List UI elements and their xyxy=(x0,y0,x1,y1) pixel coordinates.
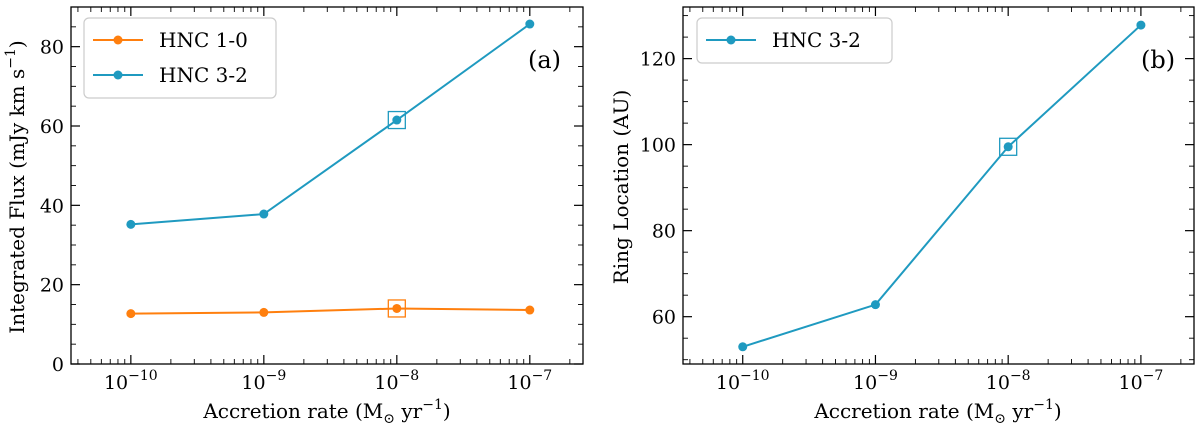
x-tick-label: 10−8 xyxy=(374,368,419,394)
x-tick-label: 10−7 xyxy=(507,368,552,394)
x-axis-title-b: Accretion rate (M⊙ yr−1) xyxy=(813,397,1061,427)
y-axis-title-a: Integrated Flux (mJy km s−1) xyxy=(3,40,29,333)
x-tick-label: 10−10 xyxy=(716,368,770,394)
y-axis-title-b: Ring Location (AU) xyxy=(609,90,633,285)
legend-a: HNC 1-0 HNC 3-2 xyxy=(83,17,277,99)
ticks-a: 10−10 10−9 10−8 10−7 0 20 40 60 80 xyxy=(40,6,583,394)
legend-b: HNC 3-2 xyxy=(696,17,893,64)
legend-marker-hnc-3-2 xyxy=(113,70,123,80)
series-line-hnc-1-0 xyxy=(130,307,530,315)
data-point xyxy=(259,209,269,219)
legend-marker-hnc-3-2-b xyxy=(726,35,736,45)
data-point xyxy=(392,303,402,313)
data-point xyxy=(870,300,880,310)
y-tick-label: 20 xyxy=(40,275,64,297)
legend-label-hnc-1-0: HNC 1-0 xyxy=(159,28,248,52)
data-point xyxy=(1136,20,1146,30)
y-tick-label: 80 xyxy=(652,221,676,243)
legend-label-hnc-3-2: HNC 3-2 xyxy=(159,63,248,87)
y-tick-label: 60 xyxy=(652,307,676,329)
x-tick-label: 10−7 xyxy=(1118,368,1163,394)
x-tick-label: 10−8 xyxy=(986,368,1031,394)
data-point xyxy=(259,307,269,317)
series-line-hnc-3-2 xyxy=(742,24,1142,348)
legend-box-a xyxy=(83,17,277,99)
y-tick-label: 120 xyxy=(640,49,676,71)
series-line-hnc-3-2 xyxy=(130,23,531,226)
panel-label-a: (a) xyxy=(528,46,561,74)
panel-label-b: (b) xyxy=(1141,46,1175,74)
data-point xyxy=(392,115,402,125)
x-axis-title-a: Accretion rate (M⊙ yr−1) xyxy=(202,397,450,427)
data-point xyxy=(738,342,748,352)
legend-box-b xyxy=(696,17,893,64)
y-tick-label: 0 xyxy=(52,354,64,376)
series-b xyxy=(738,20,1146,352)
y-tick-label: 60 xyxy=(40,116,64,138)
highlight-box xyxy=(387,110,406,130)
highlight-box xyxy=(999,137,1018,156)
x-tick-label: 10−9 xyxy=(241,368,286,394)
y-tick-label: 40 xyxy=(40,195,64,217)
data-point xyxy=(525,305,535,315)
y-tick-label: 100 xyxy=(640,135,676,157)
data-point xyxy=(126,309,136,319)
data-point xyxy=(1003,142,1013,152)
ticks-b: 10−10 10−9 10−8 10−7 60 80 100 120 xyxy=(640,7,1194,394)
data-point xyxy=(525,19,535,29)
highlight-box xyxy=(387,299,406,318)
x-tick-label: 10−9 xyxy=(853,368,898,394)
data-point xyxy=(126,219,136,229)
series-a xyxy=(126,19,535,319)
legend-marker-hnc-1-0 xyxy=(113,35,123,45)
legend-label-hnc-3-2-b: HNC 3-2 xyxy=(772,28,861,52)
x-tick-label: 10−10 xyxy=(104,368,158,394)
y-tick-label: 80 xyxy=(40,37,64,59)
panel-a: 10−10 10−9 10−8 10−7 0 20 40 60 80 HNC 1-0 HNC 3… xyxy=(3,6,584,427)
